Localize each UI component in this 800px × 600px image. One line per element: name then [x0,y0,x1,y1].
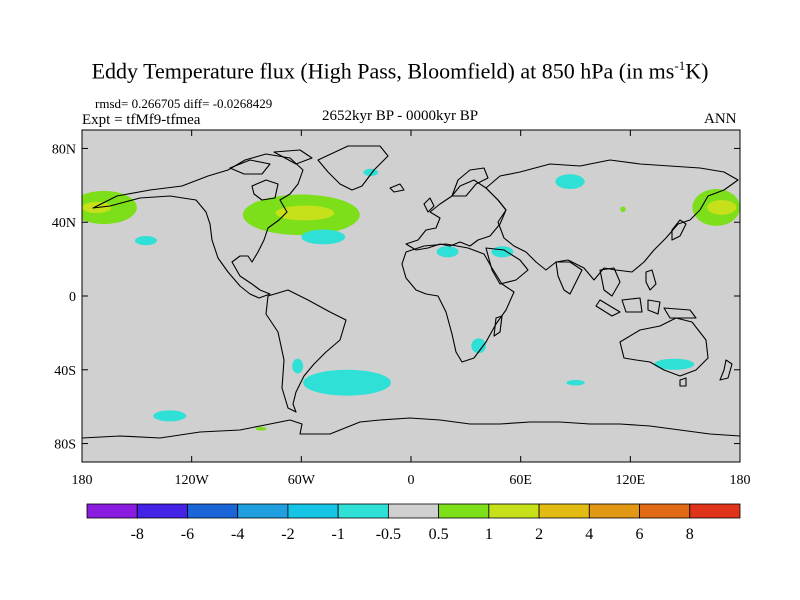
coastline-arabia [485,247,529,285]
anomaly-antarctic-peninsula-positive [255,426,267,431]
x-tick-label: 60E [509,473,532,488]
colorbar: -8 -6 -4 -2 -1 -0.5 0.5 1 2 4 6 8 [86,503,741,543]
colorbar-box [488,503,540,519]
colorbar-label: 2 [535,526,543,543]
coastline-asia [485,159,739,281]
period-label: 2652kyr BP - 0000kyr BP [322,108,479,124]
anomaly-central-asia-positive [620,206,626,213]
anomaly-australia-negative [654,358,695,370]
y-tick-label: 0 [69,290,76,305]
anomaly-greenland-negative [363,168,379,177]
colorbar-label: -1 [331,526,344,543]
anomaly-sahara-negative [436,246,459,258]
colorbar-label: 8 [686,526,694,543]
title-superscript: -1 [674,58,686,73]
colorbar-box [337,503,389,519]
anomaly-north-atlantic-core [275,205,335,221]
colorbar-label: -2 [281,526,294,543]
title-end: K) [685,58,709,84]
anomaly-subtropical-pacific-negative [135,236,157,246]
figure-title: Eddy Temperature flux (High Pass, Bloomf… [0,58,800,84]
coastline-south-america [265,289,347,413]
colorbar-box [438,503,490,519]
colorbar-label: 1 [485,526,493,543]
colorbar-label: -6 [181,526,194,543]
anomaly-north-pacific-west-core [707,200,737,215]
anomaly-southern-pacific-negative [153,410,187,422]
x-tick-label: 0 [408,473,415,488]
coastline-north-america [92,153,304,299]
colorbar-box [387,503,440,519]
coastline-indochina [599,267,621,297]
anomaly-south-atlantic-negative [303,369,391,396]
colorbar-box [86,503,138,519]
coastline-new-zealand [679,359,733,387]
coastline-philippines [645,269,657,291]
season-label: ANN [704,111,737,127]
colorbar-box [136,503,188,519]
colorbar-label: -8 [131,526,144,543]
coastline-greenland [317,145,389,191]
colorbar-box [639,503,691,519]
y-tick-label: 40S [54,364,76,379]
anomaly-siberia-negative [555,174,585,190]
anomaly-southern-africa-negative [471,338,486,354]
colorbar-box [187,503,239,519]
map-background [82,130,740,462]
coastline-british-isles [389,183,435,213]
y-tick-label: 80S [54,438,76,453]
colorbar-label: -4 [231,526,244,543]
colorbar-label: 6 [636,526,644,543]
anomaly-subtropical-atlantic-negative [301,229,346,245]
colorbar-box [588,503,640,519]
coastlines [82,145,740,439]
coastline-indonesia [595,297,697,319]
colorbar-box [689,503,741,519]
x-tick-label: 120W [175,473,210,488]
anomaly-indian-ocean-negative [566,379,585,386]
rmsd-diff-note: rmsd= 0.266705 diff= -0.0268429 [95,96,273,111]
colorbar-box [538,503,590,519]
x-tick-label: 180 [730,473,751,488]
colorbar-label: 4 [585,526,593,543]
x-tick-label: 60W [288,473,316,488]
colorbar-box [287,503,339,519]
coastline-india [555,261,583,295]
coastline-australia [619,317,709,377]
coastline-madagascar [493,315,503,337]
coastline-hudson-bay [251,179,279,201]
anomaly-layer [82,168,740,431]
experiment-label: Expt = tfMf9-tfmea [82,112,201,128]
colorbar-label: 0.5 [429,526,449,543]
y-tick-label: 40N [52,216,76,231]
x-tick-label: 120E [616,473,646,488]
coastline-africa [401,243,515,363]
y-axis: 80N 40N 0 40S 80S [52,142,740,453]
coastline-antarctica [82,417,740,439]
coastline-arctic-islands [229,149,313,175]
coastline-scandinavia [451,167,489,197]
anomaly-patagonia-negative [292,358,304,374]
colorbar-label: -0.5 [376,526,401,543]
x-tick-label: 180 [72,473,93,488]
coastline-japan [671,219,687,241]
colorbar-box [237,503,289,519]
y-tick-label: 80N [52,142,76,157]
anomaly-arabia-negative [491,246,514,258]
title-text: Eddy Temperature flux (High Pass, Bloomf… [91,58,675,84]
x-axis: 180 120W 60W 0 60E 120E 180 [72,130,751,488]
